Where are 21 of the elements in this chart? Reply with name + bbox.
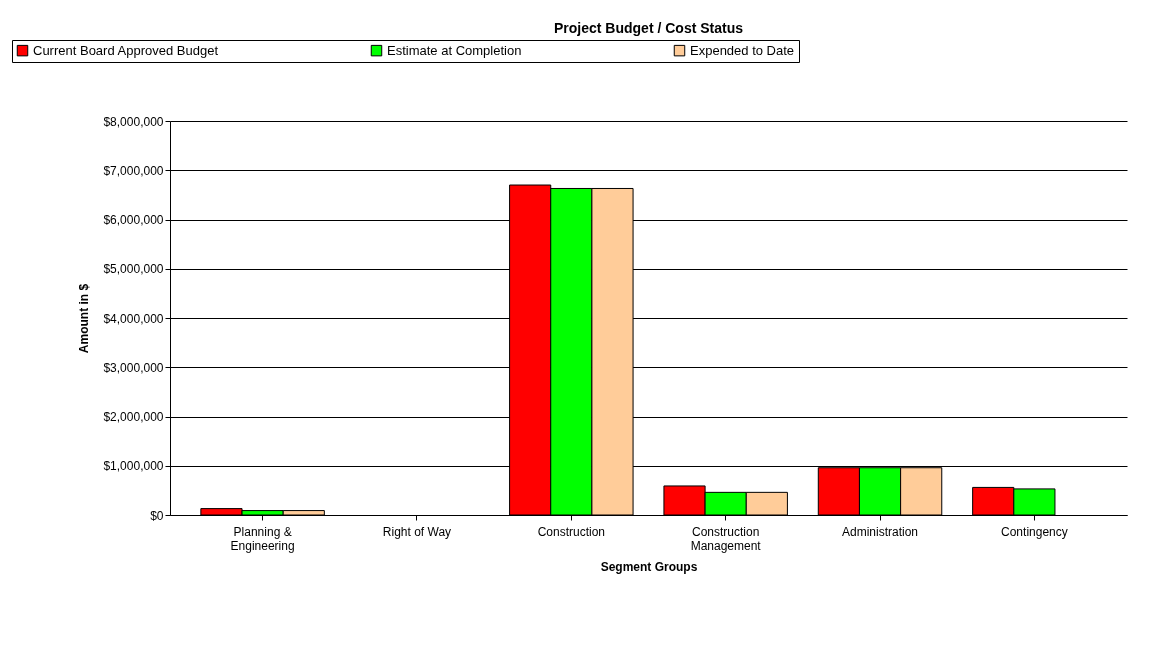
x-tick-label: Construction [537, 524, 606, 539]
legend-label: Current Board Approved Budget [33, 42, 219, 58]
chart-title: Project Budget / Cost Status [553, 19, 744, 36]
legend-label: Estimate at Completion [387, 42, 522, 58]
x-tick-label: Right of Way [382, 524, 452, 539]
y-tick-label: $0 [150, 508, 164, 523]
y-tick-label: $8,000,000 [103, 114, 164, 129]
x-tick-label: Administration [842, 524, 919, 539]
y-tick-label: $1,000,000 [103, 459, 164, 474]
y-axis-title: Amount in $ [77, 283, 92, 354]
y-tick-label: $5,000,000 [103, 262, 164, 277]
y-tick-label: $6,000,000 [103, 213, 164, 227]
y-tick-label: $7,000,000 [103, 163, 164, 178]
y-tick-label: $2,000,000 [103, 410, 164, 424]
x-tick-label: Planning & Engineering [230, 524, 295, 553]
legend-label: Expended to Date [690, 42, 795, 58]
y-tick-label: $4,000,000 [103, 311, 164, 326]
x-tick-label: Contingency [1001, 524, 1068, 539]
y-tick-label: $3,000,000 [103, 360, 164, 375]
x-tick-label: Construction Management [690, 524, 762, 553]
x-axis-title: Segment Groups [600, 559, 698, 574]
